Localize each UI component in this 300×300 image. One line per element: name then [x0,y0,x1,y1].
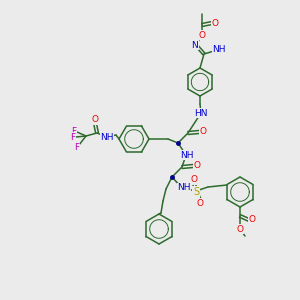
Text: F: F [71,127,76,136]
Text: O: O [212,19,218,28]
Text: O: O [200,128,206,136]
Text: O: O [199,31,206,40]
Text: NH: NH [100,133,114,142]
Text: O: O [194,161,200,170]
Text: N: N [192,40,198,50]
Text: NH: NH [177,184,191,193]
Text: NH: NH [212,46,226,55]
Text: O: O [248,215,256,224]
Text: S: S [193,187,199,197]
Text: F: F [74,143,80,152]
Text: NH: NH [180,151,194,160]
Text: F: F [70,133,76,142]
Text: HN: HN [194,109,208,118]
Text: O: O [92,116,98,124]
Text: O: O [190,176,197,184]
Text: O: O [236,224,244,233]
Text: O: O [196,199,203,208]
